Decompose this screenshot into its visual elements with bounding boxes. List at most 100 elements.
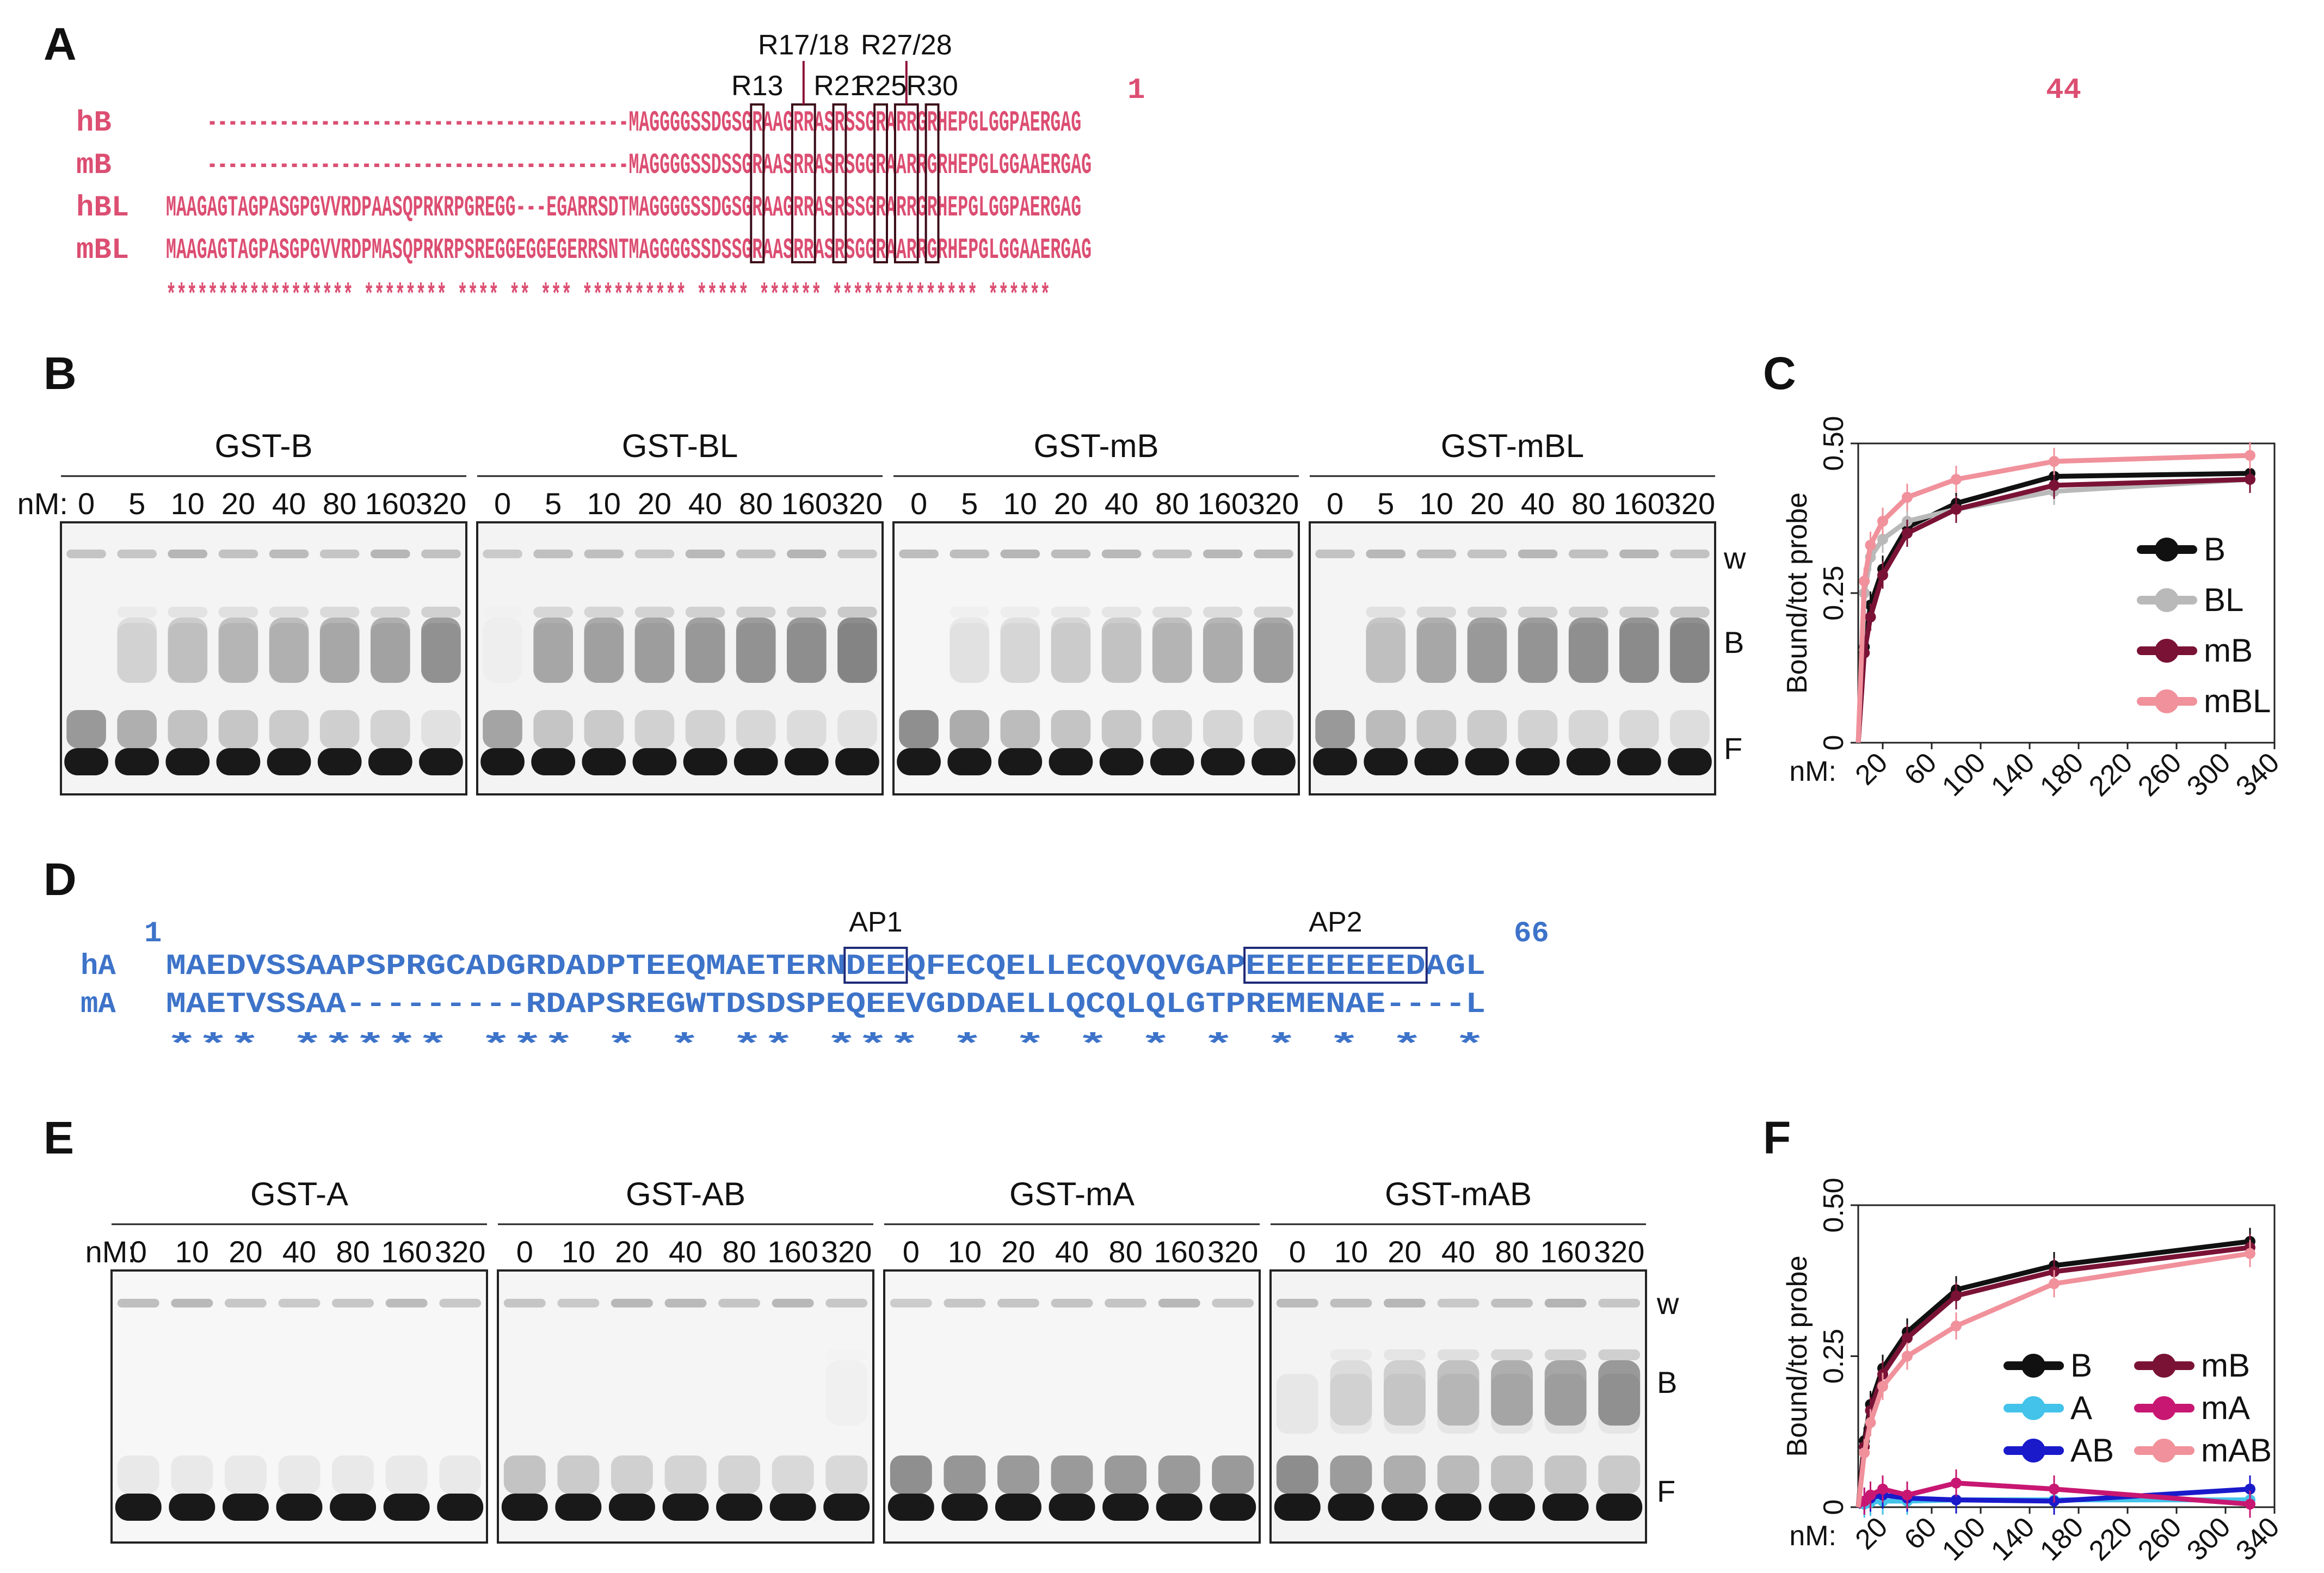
concentration-label: 40 bbox=[272, 486, 306, 521]
gel-image bbox=[883, 1269, 1261, 1544]
panel-label-b: B bbox=[44, 348, 77, 399]
concentration-label: 40 bbox=[1521, 486, 1555, 521]
gel-title: GST-mBL bbox=[1441, 428, 1584, 464]
data-point bbox=[2049, 1483, 2060, 1495]
gel-title: GST-AB bbox=[626, 1176, 745, 1212]
concentration-label: 160 bbox=[1614, 486, 1665, 521]
gel-side-label: F bbox=[1657, 1474, 1675, 1508]
gel-image bbox=[110, 1269, 488, 1544]
concentration-label: 5 bbox=[545, 486, 562, 521]
legend-marker bbox=[2155, 538, 2179, 562]
data-point bbox=[1902, 528, 1913, 539]
concentration-label: 20 bbox=[638, 486, 671, 521]
panel-label-d: D bbox=[44, 854, 77, 905]
legend-entry: B bbox=[2004, 1347, 2092, 1384]
y-axis-label: Bound/tot probe bbox=[1781, 1255, 1813, 1457]
alignment-panel-d: hA MAEDVSSAAPSPRGCADGRDADPTEEQMAETERNDEEQ… bbox=[81, 906, 1549, 1063]
gel-title: GST-mA bbox=[1009, 1176, 1135, 1212]
legend-label: A bbox=[2070, 1390, 2092, 1426]
legend-label: mB bbox=[2204, 632, 2253, 669]
legend-marker bbox=[2021, 1354, 2045, 1378]
concentration-label: 160 bbox=[767, 1235, 818, 1269]
concentration-label: 80 bbox=[739, 486, 773, 521]
concentration-label: 320 bbox=[1248, 486, 1299, 521]
data-point bbox=[1859, 1447, 1870, 1459]
concentration-label: 20 bbox=[221, 486, 255, 521]
concentration-label: 10 bbox=[1003, 486, 1037, 521]
residue-annotation: R13 bbox=[731, 70, 783, 102]
residue-annotation: R17/18 bbox=[758, 29, 849, 61]
seq-end-label: 66 bbox=[1514, 917, 1549, 951]
data-point bbox=[1951, 1290, 1962, 1301]
data-point bbox=[2049, 1278, 2060, 1290]
data-point bbox=[1865, 1417, 1876, 1428]
concentration-label: 80 bbox=[336, 1235, 369, 1269]
data-point bbox=[1877, 1381, 1888, 1392]
legend-entry: mB bbox=[2134, 1347, 2250, 1384]
legend-entry: AB bbox=[2004, 1432, 2114, 1469]
legend-marker bbox=[2152, 1439, 2176, 1463]
gel-title: GST-mB bbox=[1033, 428, 1158, 464]
concentration-label: 160 bbox=[1198, 486, 1248, 521]
seq-row: MAETVSSAA---------RDAPSREGWTDSDSPEQEEVGD… bbox=[166, 988, 1485, 1021]
x-axis-label: nM: bbox=[1789, 1520, 1836, 1552]
series-mAB bbox=[1855, 1239, 2255, 1508]
seq-end-label: 44 bbox=[2046, 74, 2081, 107]
gel-title: GST-mAB bbox=[1385, 1176, 1532, 1212]
panel-label-c: C bbox=[1763, 348, 1796, 399]
gel-title: GST-A bbox=[250, 1176, 348, 1212]
gel-image bbox=[1269, 1269, 1647, 1544]
concentration-label: 10 bbox=[1420, 486, 1453, 521]
data-point bbox=[1951, 1477, 1962, 1489]
gel-side-label: w bbox=[1723, 541, 1746, 575]
data-point bbox=[2049, 480, 2060, 491]
legend-entry: mAB bbox=[2134, 1432, 2272, 1469]
data-point bbox=[1951, 504, 1962, 515]
gel-image bbox=[1309, 521, 1716, 795]
concentration-label: 10 bbox=[175, 1235, 209, 1269]
concentration-label: 320 bbox=[821, 1235, 872, 1269]
conservation-stars: *** ***** *** * * ** *** * * * * * * * *… bbox=[166, 1029, 1485, 1063]
series-mA bbox=[1856, 1469, 2255, 1518]
y-tick-label: 0.25 bbox=[1818, 1329, 1850, 1384]
legend-entry: mB bbox=[2137, 632, 2253, 669]
concentration-prefix: nM: bbox=[17, 486, 68, 521]
data-point bbox=[2245, 450, 2255, 461]
acidic-patch-label: AP2 bbox=[1309, 906, 1362, 938]
legend-marker bbox=[2021, 1396, 2045, 1420]
gel-side-label: B bbox=[1657, 1365, 1677, 1399]
data-point bbox=[1902, 1489, 1913, 1501]
data-point bbox=[1902, 1333, 1913, 1344]
y-tick-label: 0.50 bbox=[1818, 416, 1850, 471]
data-point bbox=[1865, 1489, 1876, 1501]
gel-side-label: w bbox=[1656, 1286, 1679, 1321]
data-point bbox=[1902, 492, 1913, 503]
gel-side-label: B bbox=[1724, 625, 1744, 659]
seq-name: mA bbox=[81, 988, 116, 1021]
y-tick-label: 0 bbox=[1818, 1500, 1850, 1515]
gel-title: GST-BL bbox=[622, 428, 738, 464]
legend-label: mAB bbox=[2201, 1432, 2272, 1469]
concentration-label: 160 bbox=[381, 1235, 431, 1269]
seq-name: hB bbox=[76, 107, 112, 140]
panel-label-f: F bbox=[1763, 1112, 1791, 1163]
concentration-label: 160 bbox=[781, 486, 832, 521]
data-point bbox=[1865, 540, 1876, 551]
seq-row: ----------------------------------------… bbox=[207, 149, 1092, 182]
acidic-patch-label: AP1 bbox=[849, 906, 902, 938]
legend-label: B bbox=[2070, 1347, 2092, 1384]
concentration-label: 80 bbox=[722, 1235, 756, 1269]
data-point bbox=[1877, 534, 1888, 545]
concentration-label: 320 bbox=[1594, 1235, 1644, 1269]
concentration-label: 0 bbox=[494, 486, 511, 521]
legend-marker bbox=[2155, 588, 2179, 612]
data-point bbox=[1951, 1494, 1962, 1506]
concentration-label: 320 bbox=[1665, 486, 1715, 521]
arginine-box bbox=[750, 103, 765, 263]
concentration-label: 0 bbox=[130, 1235, 147, 1269]
data-point bbox=[2245, 1498, 2255, 1510]
concentration-label: 0 bbox=[1327, 486, 1343, 521]
data-point bbox=[2049, 456, 2060, 467]
